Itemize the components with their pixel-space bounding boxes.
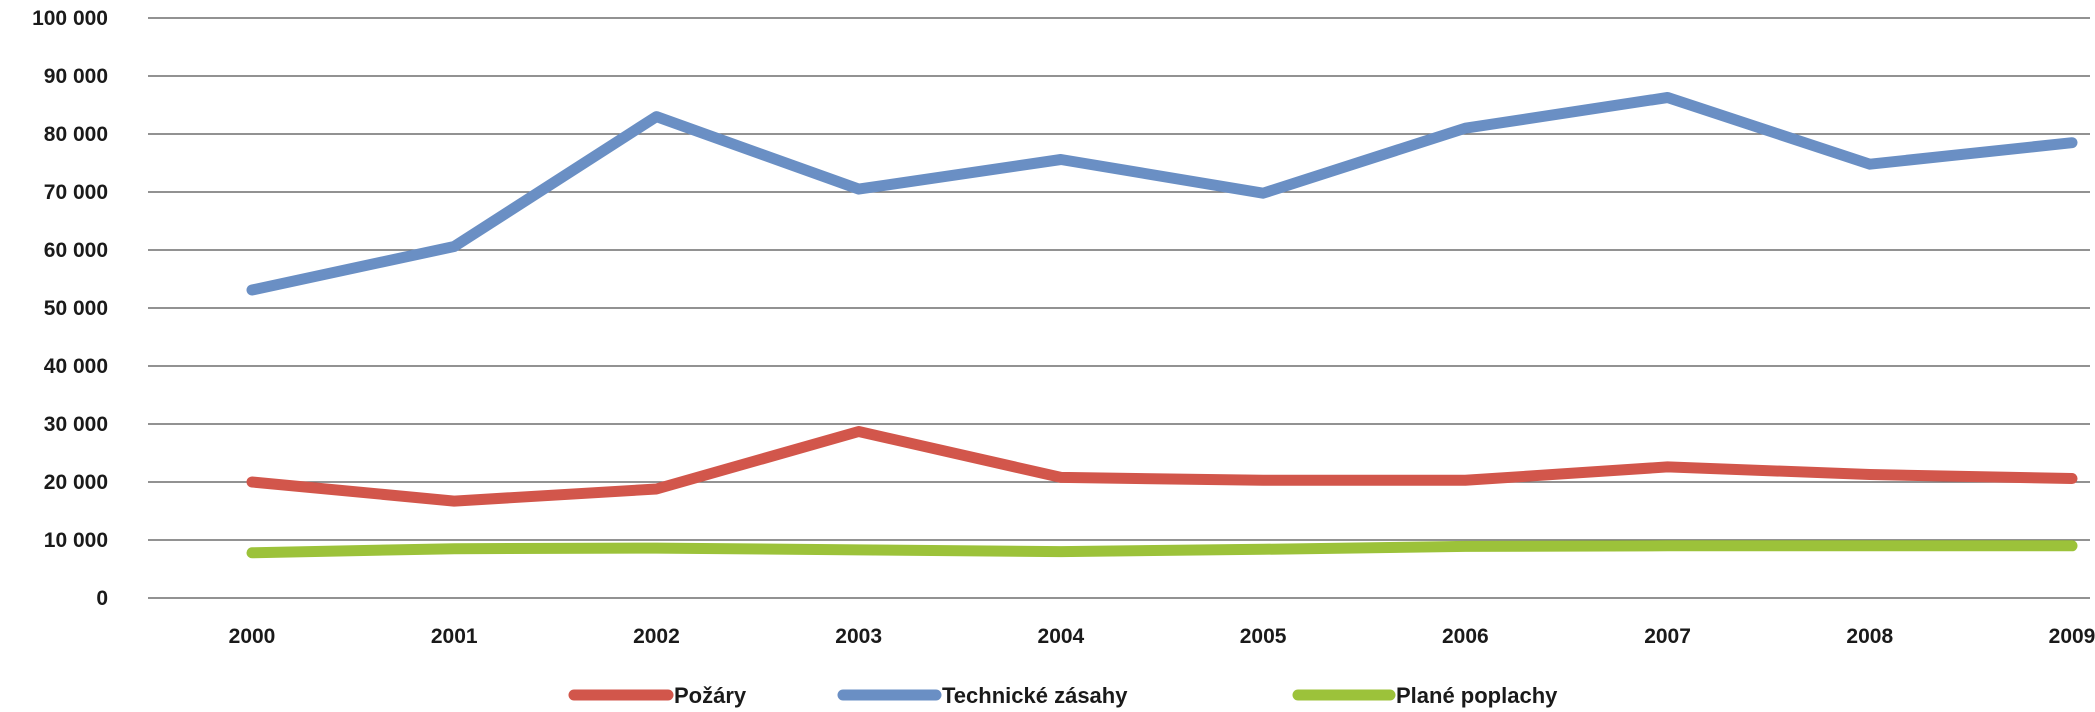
legend-label: Plané poplachy	[1396, 683, 1558, 708]
x-tick-label: 2002	[633, 625, 680, 648]
y-tick-label: 70 000	[44, 181, 108, 204]
gridlines	[148, 17, 2090, 599]
x-tick-label: 2000	[229, 625, 276, 648]
series-lines	[246, 92, 2078, 559]
series-line-2	[246, 540, 2078, 559]
y-tick-label: 10 000	[44, 529, 108, 552]
x-tick-label: 2005	[1240, 625, 1287, 648]
legend: Požáry Technické zásahy Plané poplachy	[568, 683, 1558, 708]
series-line-1	[246, 92, 2078, 296]
x-tick-label: 2004	[1038, 625, 1085, 648]
y-tick-label: 80 000	[44, 123, 108, 146]
x-tick-label: 2007	[1644, 625, 1691, 648]
x-axis-tick-labels: 2000 2001 2002 2003 2004 2005 2006 2007 2008 2009	[229, 625, 2095, 648]
y-tick-label: 20 000	[44, 471, 108, 494]
y-axis-tick-labels: 0 10 000 20 000 30 000 40 000 50 000 60 000 70 …	[32, 7, 108, 610]
y-tick-label: 40 000	[44, 355, 108, 378]
x-tick-label: 2008	[1846, 625, 1893, 648]
y-tick-label: 50 000	[44, 297, 108, 320]
x-tick-label: 2001	[431, 625, 478, 648]
y-tick-label: 0	[96, 587, 108, 610]
y-tick-label: 90 000	[44, 65, 108, 88]
x-tick-label: 2006	[1442, 625, 1489, 648]
y-tick-label: 30 000	[44, 413, 108, 436]
legend-label: Požáry	[674, 683, 747, 708]
series-line-0	[246, 426, 2078, 507]
y-tick-label: 100 000	[32, 7, 108, 30]
legend-label: Technické zásahy	[942, 683, 1128, 708]
x-tick-label: 2003	[835, 625, 882, 648]
y-tick-label: 60 000	[44, 239, 108, 262]
x-tick-label: 2009	[2049, 625, 2095, 648]
